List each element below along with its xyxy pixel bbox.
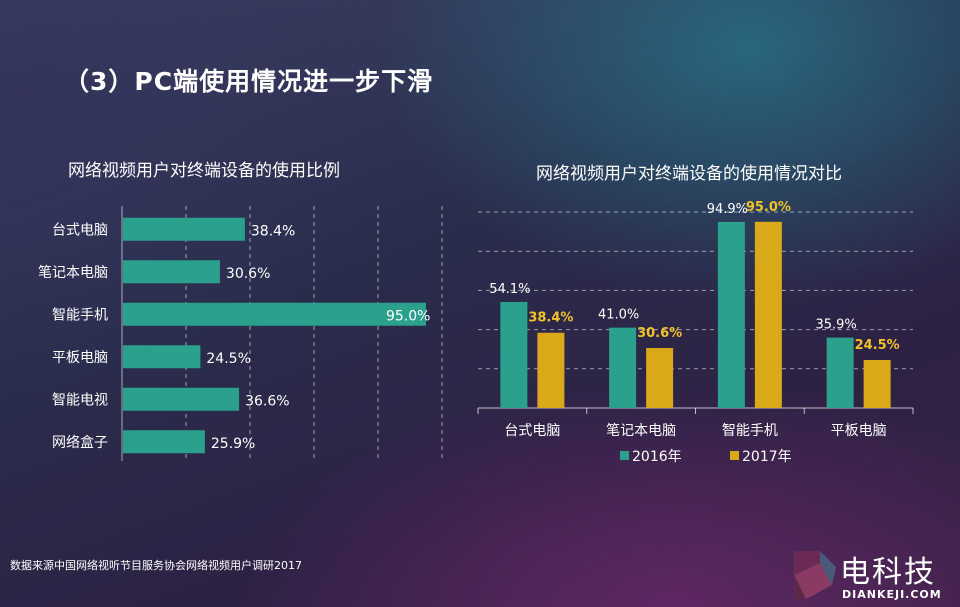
data-source-note: 数据来源中国网络视听节目服务协会网络视频用户调研2017 [10, 559, 302, 572]
right-category-label: 智能手机 [722, 423, 778, 439]
left-bar-value-label: 38.4% [251, 223, 295, 239]
right-category-label: 笔记本电脑 [606, 423, 676, 439]
right-bar-2017-0 [537, 332, 565, 408]
left-bar-value-label: 25.9% [211, 436, 255, 452]
page-title: （3）PC端使用情况进一步下滑 [64, 67, 434, 96]
logo-mark-icon [794, 551, 836, 599]
left-bar-1 [123, 260, 220, 284]
left-category-label: 平板电脑 [52, 350, 108, 366]
left-bar-value-label: 30.6% [226, 266, 270, 282]
right-value-label-2017: 95.0% [746, 200, 791, 215]
right-bar-2017-1 [646, 348, 674, 408]
left-bar-5 [123, 430, 205, 454]
right-value-label-2016: 94.9% [707, 202, 748, 217]
right-category-label: 台式电脑 [504, 423, 560, 439]
left-bar-value-label: 36.6% [245, 393, 289, 409]
left-bar-0 [123, 217, 245, 241]
right-bar-2017-2 [754, 221, 782, 408]
legend-swatch-2016 [620, 451, 629, 460]
right-value-label-2016: 54.1% [489, 282, 530, 297]
left-category-label: 台式电脑 [52, 222, 108, 238]
brand-logo: 电科技 DIANKEJI.COM [790, 545, 950, 605]
right-chart-title: 网络视频用户对终端设备的使用情况对比 [536, 164, 842, 184]
right-category-label: 平板电脑 [831, 423, 887, 439]
right-value-label-2017: 24.5% [855, 338, 900, 353]
right-value-label-2016: 35.9% [815, 318, 856, 333]
right-value-label-2017: 30.6% [637, 326, 682, 341]
left-bar-value-label: 95.0% [386, 308, 430, 324]
logo-name: 电科技 [840, 555, 936, 590]
left-category-label: 智能电视 [52, 392, 108, 408]
left-bar-2 [123, 302, 426, 326]
right-bar-2016-1 [609, 327, 637, 408]
right-bar-2016-0 [500, 301, 528, 408]
logo-domain: DIANKEJI.COM [842, 588, 942, 601]
left-bar-4 [123, 387, 240, 411]
left-category-label: 笔记本电脑 [38, 265, 108, 281]
right-bar-2017-3 [863, 359, 891, 408]
right-value-label-2017: 38.4% [528, 311, 573, 326]
legend-label-2017: 2017年 [742, 449, 792, 465]
left-chart-title: 网络视频用户对终端设备的使用比例 [68, 161, 340, 181]
right-value-label-2016: 41.0% [598, 308, 639, 323]
left-category-label: 智能手机 [52, 307, 108, 323]
left-bar-value-label: 24.5% [206, 351, 250, 367]
left-bar-3 [123, 345, 201, 369]
left-category-label: 网络盒子 [52, 434, 108, 451]
legend-label-2016: 2016年 [632, 449, 682, 465]
right-bar-2016-3 [826, 337, 854, 408]
legend-swatch-2017 [730, 451, 739, 460]
right-bar-2016-2 [717, 221, 745, 408]
